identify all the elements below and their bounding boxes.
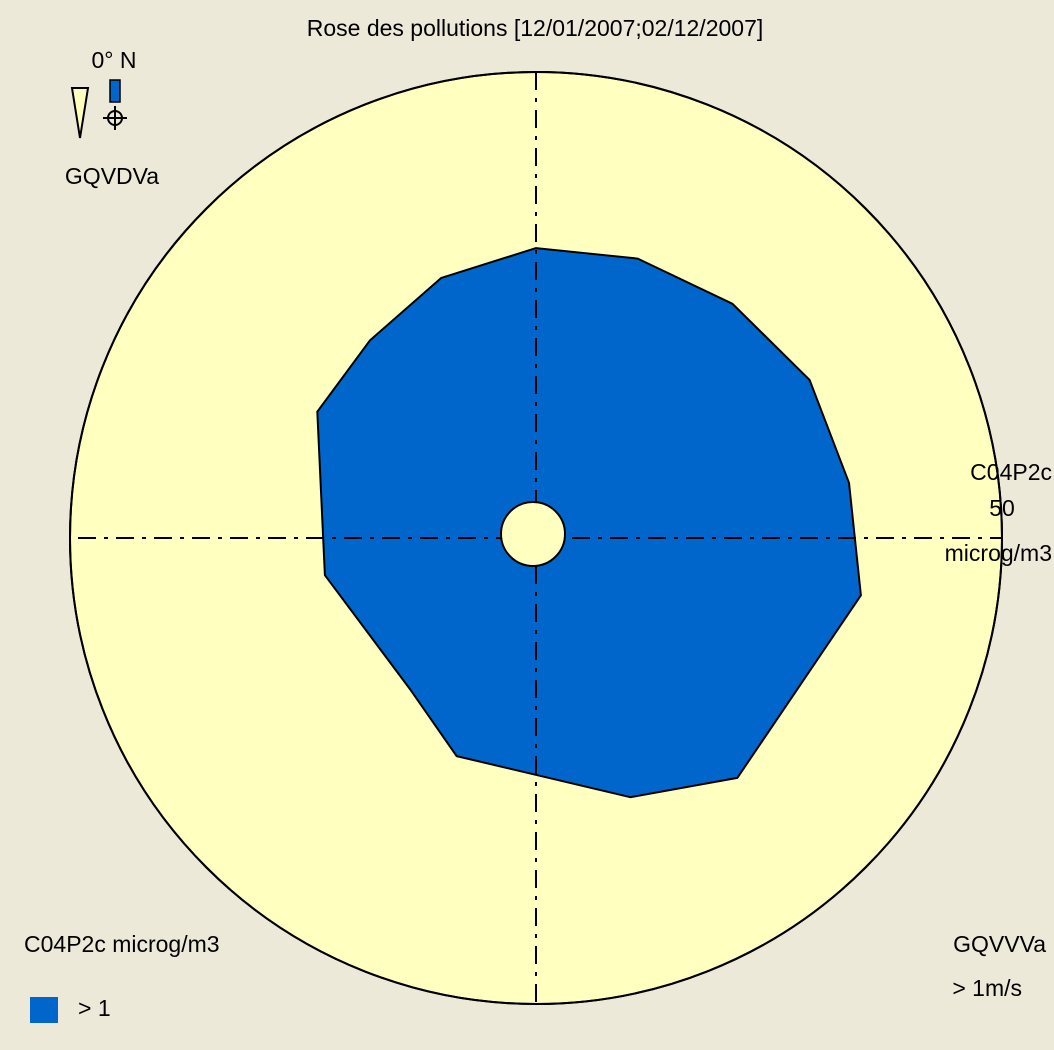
rose-area <box>316 247 862 799</box>
radial-unit: microg/m3 <box>945 540 1052 566</box>
compass-icon <box>70 79 127 139</box>
radial-label: C04P2c <box>970 459 1052 485</box>
marks <box>69 71 1003 1005</box>
north-label: 0° N <box>92 47 137 73</box>
speed-label: GQVVVa <box>953 931 1046 957</box>
legend-title: C04P2c microg/m3 <box>24 931 220 957</box>
direction-label: GQVDVa <box>65 163 159 189</box>
legend-label: > 1 <box>78 995 111 1021</box>
chart-title: Rose des pollutions [12/01/2007;02/12/20… <box>307 15 764 41</box>
legend-swatch <box>30 997 58 1023</box>
speed-filter: > 1m/s <box>952 975 1022 1001</box>
calm-hole <box>500 501 566 567</box>
radial-tick-label: 50 <box>989 495 1015 521</box>
